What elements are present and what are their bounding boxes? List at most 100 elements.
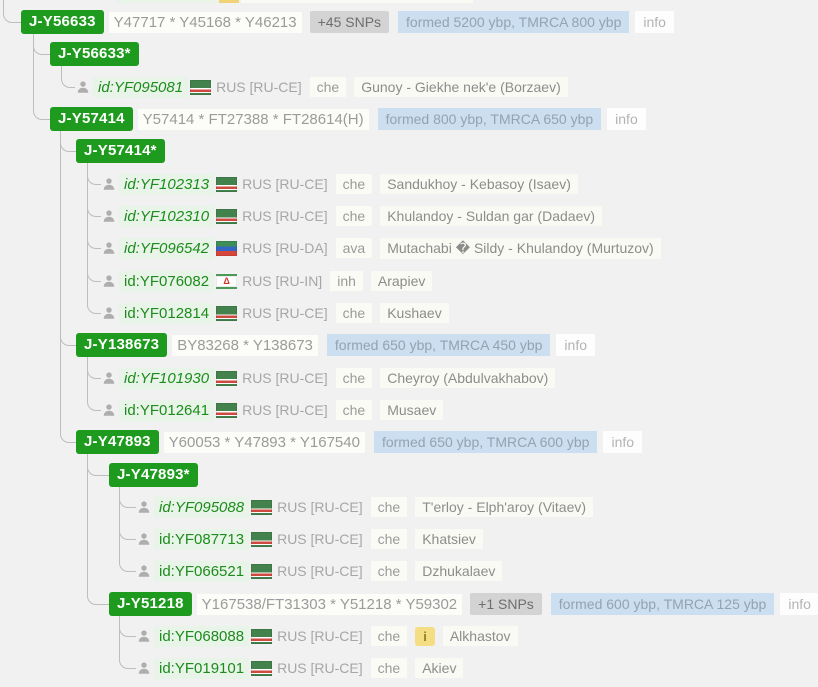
tree-elbow (60, 334, 77, 346)
info-link[interactable]: info (780, 593, 818, 615)
sample-id-link[interactable]: id:YF012814 (119, 302, 215, 324)
tree-elbow (119, 625, 136, 637)
tree-line (87, 162, 88, 302)
age-badge: formed 5200 ybp, TMRCA 800 ybp (398, 11, 630, 33)
tree-elbow (119, 496, 136, 508)
country-label: RUS [RU-CE] (277, 499, 363, 515)
tree-elbow (87, 367, 101, 379)
snp-list: Y47717 * Y45168 * Y46213 (108, 11, 302, 33)
snp-list: Y57414 * FT27388 * FT28614(H) (137, 108, 369, 130)
sample-id-link[interactable]: id:YF095088 (154, 496, 250, 518)
sample-id-link[interactable]: id:YF019101 (154, 657, 250, 679)
sample-name: Sandukhoy - Kebasoy (Isaev) (380, 174, 578, 194)
language-badge: che (335, 174, 373, 194)
sample-id-link[interactable]: id:YF068088 (154, 625, 250, 647)
chechnya-flag-icon (251, 660, 273, 676)
tree-elbow (119, 657, 136, 669)
sample-name: Alkhastov (442, 626, 518, 646)
person-icon (76, 80, 90, 94)
sample-id-link[interactable]: id:YF102313 (119, 173, 215, 195)
country-label: RUS [RU-CE] (216, 79, 302, 95)
tree-line (60, 131, 61, 431)
age-badge: formed 650 ybp, TMRCA 600 ybp (373, 431, 598, 453)
snp-list: Y167538/FT31303 * Y51218 * Y59302 (196, 593, 463, 615)
sample-name: Khatsiev (415, 529, 483, 549)
tree-elbow (60, 431, 77, 443)
language-badge: che (335, 368, 373, 388)
clade-badge-J-Y138673[interactable]: J-Y138673 (76, 333, 168, 357)
tree-elbow (60, 140, 77, 152)
tree-elbow (61, 76, 75, 88)
language-badge: che (370, 658, 408, 678)
language-badge: inh (330, 271, 363, 291)
sample-id-link[interactable]: id:YF087713 (154, 528, 250, 550)
chechnya-flag-icon (251, 628, 273, 644)
tree-elbow (87, 237, 101, 249)
snp-list: Y60053 * Y47893 * Y167540 (163, 431, 365, 453)
clade-badge-J-Y51218[interactable]: J-Y51218 (109, 592, 192, 616)
tree-line (119, 486, 120, 561)
chechnya-flag-icon (216, 208, 238, 224)
tree-elbow (87, 205, 101, 217)
tree-line (33, 34, 34, 108)
person-icon (102, 241, 116, 255)
info-link[interactable]: info (635, 11, 674, 33)
sample-id-link[interactable]: id:YF095081 (93, 76, 189, 98)
sample-name: Gunoy - Giekhe nek'e (Borzaev) (354, 77, 568, 97)
sample-name: Akiev (415, 658, 464, 678)
tree-line (87, 453, 88, 593)
person-icon (102, 177, 116, 191)
clade-badge-J-Y47893[interactable]: J-Y47893 (76, 430, 159, 454)
tree-elbow (87, 593, 110, 605)
chechnya-flag-icon (251, 499, 273, 515)
clade-badge-J-Y47893-star[interactable]: J-Y47893* (109, 463, 198, 487)
tree-line (119, 615, 120, 657)
tree-elbow (87, 270, 101, 282)
sample-id-link[interactable]: id:YF076082 (119, 270, 215, 292)
info-link[interactable]: info (603, 431, 643, 453)
clade-badge-J-Y56633[interactable]: J-Y56633 (21, 10, 104, 34)
tree-elbow (3, 11, 22, 23)
tree-elbow (87, 302, 101, 314)
chechnya-flag-icon (251, 563, 273, 579)
language-badge: che (370, 626, 408, 646)
tree-elbow (87, 464, 110, 476)
tree-line (87, 356, 88, 399)
language-badge: che (370, 529, 408, 549)
info-link[interactable]: info (607, 108, 646, 130)
clade-badge-J-Y57414[interactable]: J-Y57414 (50, 107, 133, 131)
sample-id-link[interactable]: id:YF101930 (119, 367, 215, 389)
country-label: RUS [RU-IN] (242, 273, 323, 289)
clade-badge-J-Y57414-star[interactable]: J-Y57414* (76, 139, 165, 163)
sample-id-link[interactable]: id:YF096542 (119, 237, 215, 259)
dagestan-flag-icon (216, 240, 238, 256)
chechnya-flag-icon (216, 176, 238, 192)
age-badge: formed 600 ybp, TMRCA 125 ybp (550, 593, 775, 615)
tree-elbow (119, 528, 136, 540)
language-badge: che (335, 303, 373, 323)
age-badge: formed 800 ybp, TMRCA 650 ybp (377, 108, 602, 130)
country-label: RUS [RU-CE] (242, 402, 328, 418)
sample-id-link[interactable]: id:YF012641 (119, 399, 215, 421)
tree-elbow (33, 43, 51, 55)
chechnya-flag-icon (190, 79, 212, 95)
snp-list: BY83268 * Y138673 (172, 334, 318, 356)
country-label: RUS [RU-DA] (242, 240, 328, 256)
clade-badge-J-Y56633-star[interactable]: J-Y56633* (50, 42, 139, 66)
tree-elbow (87, 173, 101, 185)
person-icon (102, 371, 116, 385)
person-icon (102, 403, 116, 417)
sample-name: Musaev (380, 400, 444, 420)
extra-snps-badge[interactable]: +1 SNPs (470, 593, 542, 615)
sample-id-link[interactable]: id:YF066521 (154, 560, 250, 582)
info-flag-icon[interactable]: i (415, 626, 435, 646)
country-label: RUS [RU-CE] (242, 305, 328, 321)
sample-name: Cheyroy (Abdulvakhabov) (380, 368, 556, 388)
language-badge: che (370, 497, 408, 517)
sample-id-link[interactable]: id:YF102310 (119, 205, 215, 227)
country-label: RUS [RU-CE] (277, 628, 363, 644)
info-link[interactable]: info (556, 334, 595, 356)
extra-snps-badge[interactable]: +45 SNPs (309, 11, 390, 33)
country-label: RUS [RU-CE] (242, 208, 328, 224)
